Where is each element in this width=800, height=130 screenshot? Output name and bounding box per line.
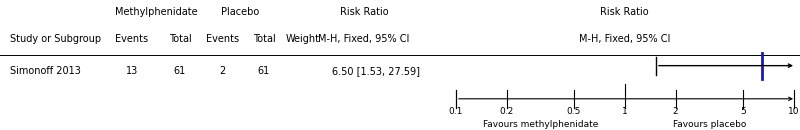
Text: 6.50 [1.53, 27.59]: 6.50 [1.53, 27.59]	[332, 66, 420, 76]
Text: 5: 5	[740, 107, 746, 116]
Text: Simonoff 2013: Simonoff 2013	[10, 66, 81, 76]
Text: Favours placebo: Favours placebo	[673, 120, 746, 129]
Text: Events: Events	[206, 34, 239, 44]
Text: Favours methylphenidate: Favours methylphenidate	[482, 120, 598, 129]
Text: Risk Ratio: Risk Ratio	[340, 7, 388, 17]
Text: Methylphenidate: Methylphenidate	[114, 7, 198, 17]
Text: 2: 2	[673, 107, 678, 116]
Text: 0.2: 0.2	[500, 107, 514, 116]
Text: 0.5: 0.5	[566, 107, 581, 116]
Text: Weight: Weight	[286, 34, 319, 44]
Text: Placebo: Placebo	[221, 7, 259, 17]
Text: Events: Events	[115, 34, 149, 44]
Text: Total: Total	[169, 34, 191, 44]
Text: 61: 61	[174, 66, 186, 76]
Text: 10: 10	[788, 107, 799, 116]
Text: 1: 1	[622, 107, 628, 116]
Text: 61: 61	[258, 66, 270, 76]
Text: 2: 2	[219, 66, 226, 76]
Text: Total: Total	[253, 34, 275, 44]
Text: M-H, Fixed, 95% CI: M-H, Fixed, 95% CI	[318, 34, 410, 44]
Text: Study or Subgroup: Study or Subgroup	[10, 34, 101, 44]
Text: Risk Ratio: Risk Ratio	[601, 7, 649, 17]
Text: 0.1: 0.1	[449, 107, 463, 116]
Text: M-H, Fixed, 95% CI: M-H, Fixed, 95% CI	[579, 34, 670, 44]
Text: 13: 13	[126, 66, 138, 76]
